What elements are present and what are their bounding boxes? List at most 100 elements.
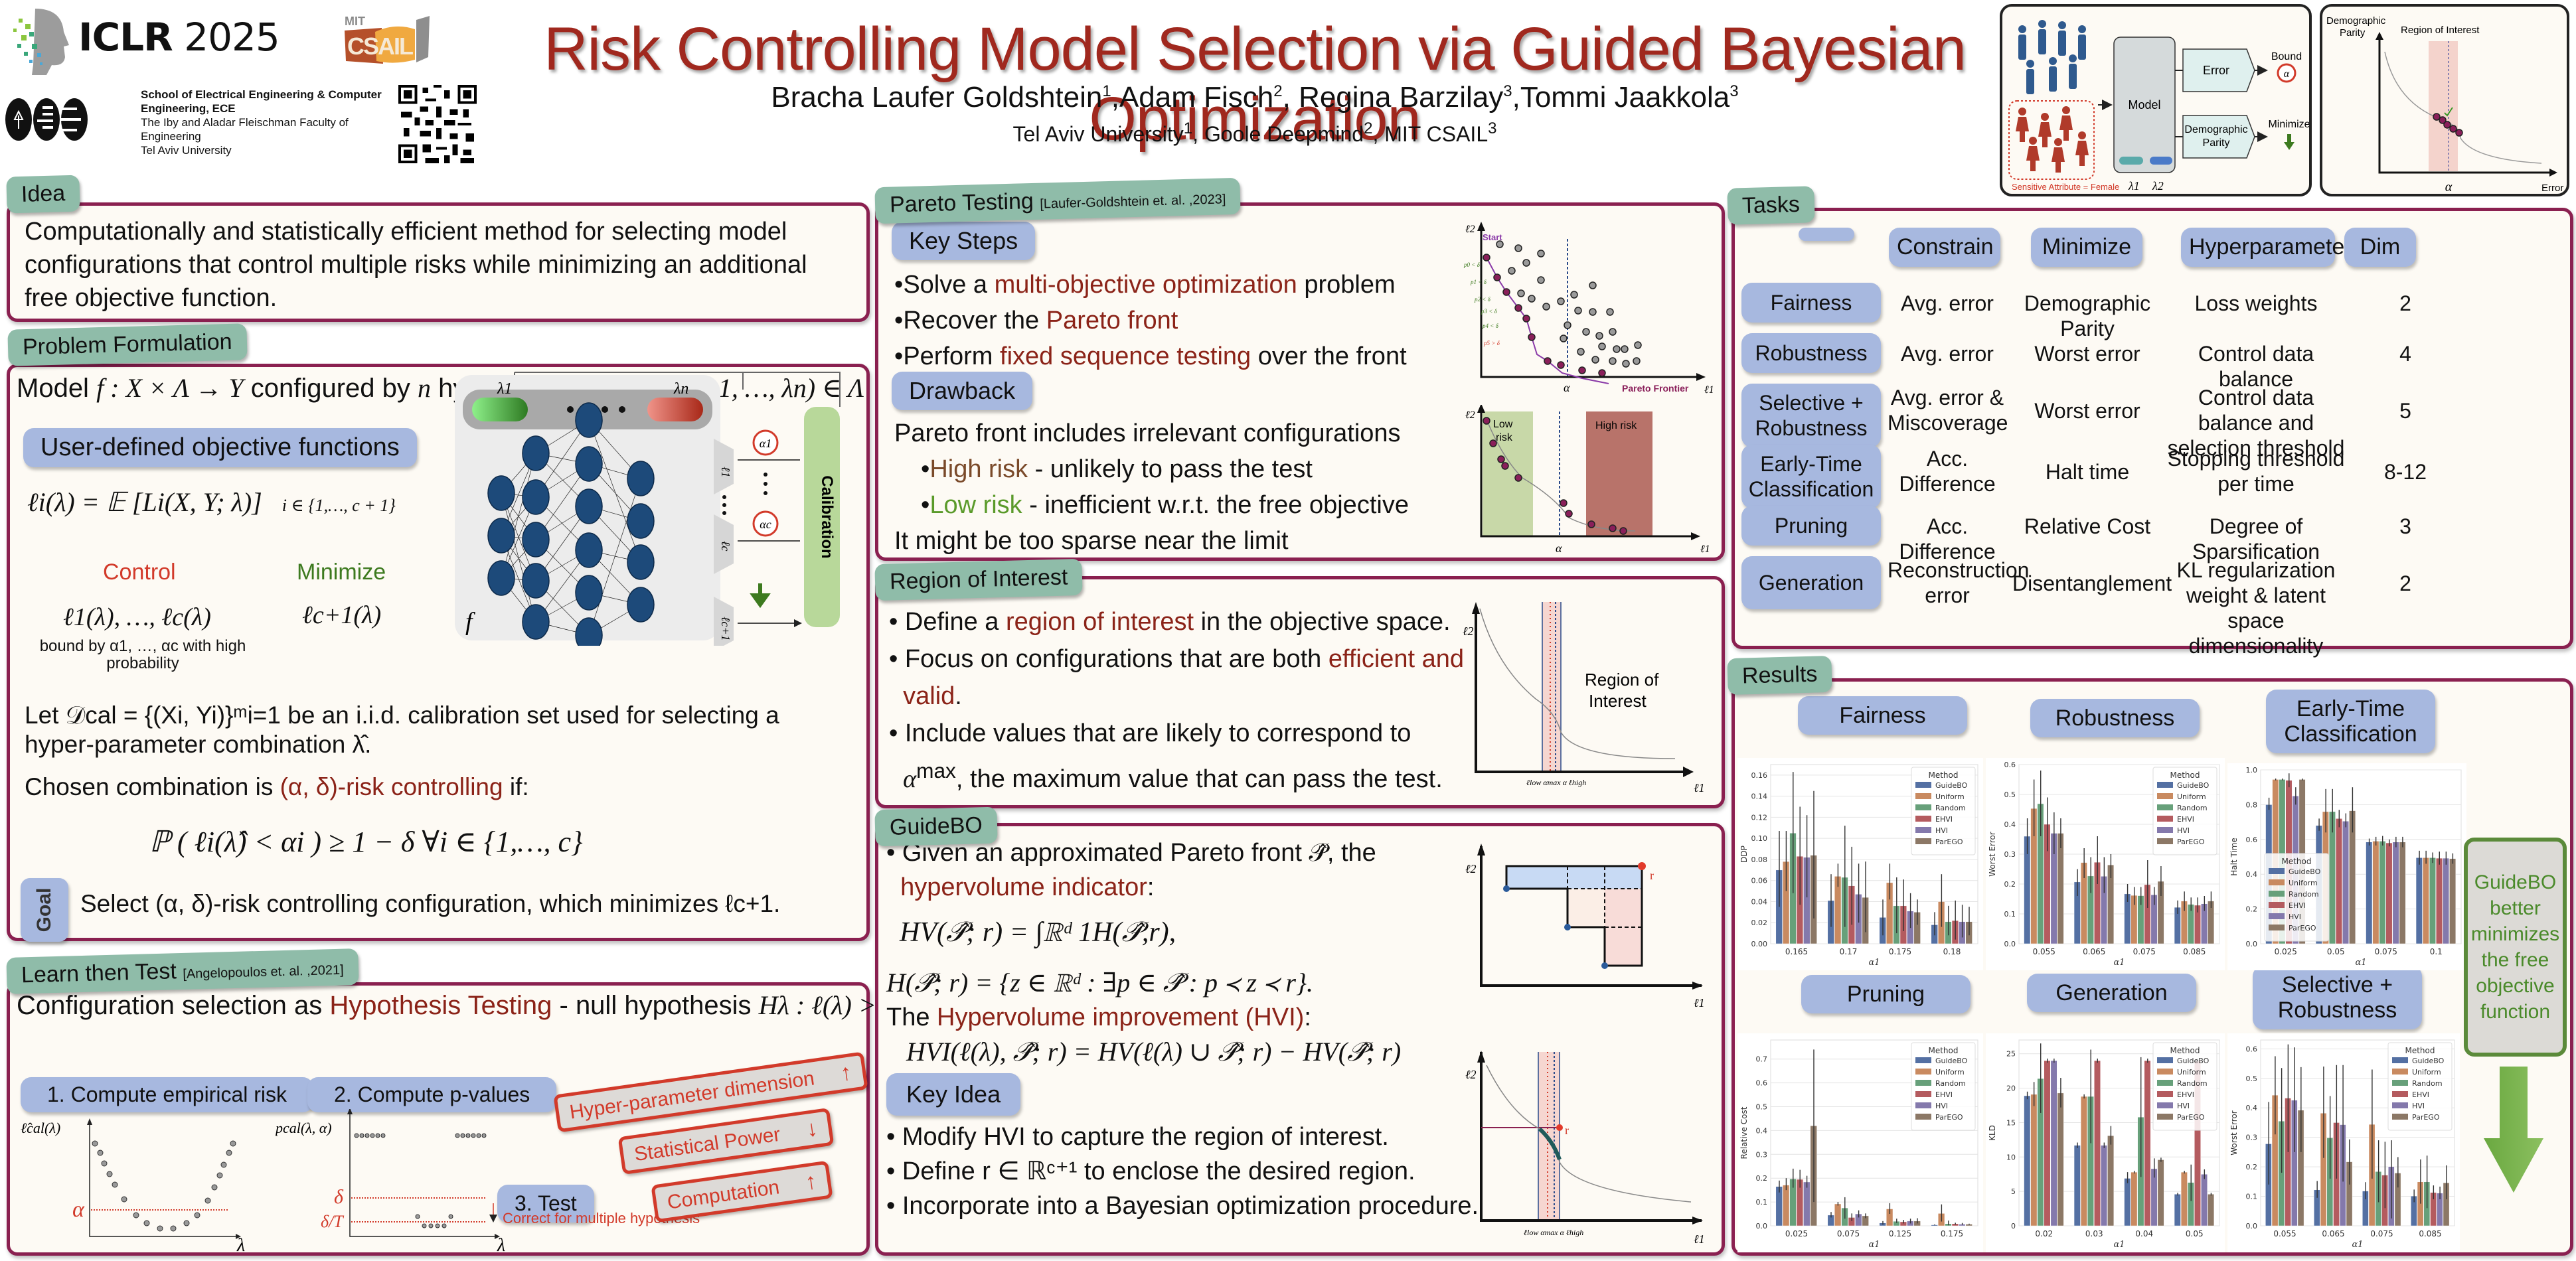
legend-entry: Random	[2289, 890, 2319, 899]
legend-swatch	[2392, 1057, 2408, 1063]
bar-ehvi	[2436, 857, 2443, 944]
guided-hvi-diagram: ℓ2 ℓ1 r ℓlow αmax α ℓhigh	[1465, 1051, 1705, 1246]
y-tick-label: 0.5	[1756, 1103, 1768, 1112]
y-axis-label: Worst Error	[1988, 832, 1997, 877]
svg-text:λ: λ	[236, 1235, 245, 1255]
teaser-region-plot: Demographic Parity Region of Interest α …	[2320, 4, 2569, 196]
x-tick-label: 0.04	[2135, 1229, 2153, 1238]
y-tick-label: 0.1	[2004, 910, 2016, 919]
list-item: •Low risk - inefficient w.r.t. the free …	[921, 491, 1409, 519]
legend: Method GuideBO Uniform Random EHVI HVI ParEGO	[2152, 1042, 2217, 1131]
legend: Method GuideBO Uniform Random EHVI HVI ParEGO	[1911, 1042, 1976, 1131]
y-tick-label: 0.6	[2246, 836, 2258, 844]
x-tick-label: 0.165	[1785, 947, 1808, 956]
legend-swatch	[1915, 782, 1931, 788]
bar-ehvi	[2144, 1060, 2151, 1226]
poster-title: Risk Controlling Model Selection via Gui…	[544, 15, 1967, 153]
y-tick-label: 0.4	[2246, 870, 2258, 879]
x-tick-label: 0.055	[2033, 947, 2055, 956]
goal-tag: Goal	[21, 878, 68, 942]
bar-guidebo	[2366, 842, 2373, 944]
pruning-svg: 0.0 0.1 0.2 0.3 0.4 0.5 0.6 0.7 Relative Cost 0.0…	[1739, 1039, 1978, 1250]
idea-text: Computationally and statistically effici…	[25, 218, 807, 312]
idea-tab: Idea	[6, 175, 80, 214]
bar-parego	[2449, 858, 2456, 944]
bar-ehvi	[2094, 1060, 2101, 1226]
svg-text:pcal(λ, α): pcal(λ, α)	[276, 1120, 332, 1136]
robustness-chart: 0.0 0.1 0.2 0.3 0.4 0.5 0.6 Worst Error 0.055 0.0…	[1986, 758, 2225, 970]
svg-text:p4 < δ: p4 < δ	[1482, 323, 1499, 329]
x-tick-label: 0.175	[1889, 947, 1911, 956]
svg-text:p3 < δ: p3 < δ	[1481, 308, 1498, 315]
down-arrow-icon	[2484, 1067, 2543, 1193]
y-tick-label: 0.1	[2246, 1193, 2258, 1201]
iclr-logo-icon	[13, 9, 69, 75]
region-of-interest-plot: ℓ2 ℓ1 Region of Interest ℓlow αmax α ℓhi…	[1463, 602, 1705, 794]
legend-swatch	[2157, 1114, 2173, 1120]
task-minimize-cell: Worst error	[2034, 342, 2140, 366]
legend-swatch	[2157, 804, 2173, 810]
svg-text:ℓ1: ℓ1	[1700, 544, 1710, 555]
y-tick-label: 0.4	[2004, 820, 2016, 829]
legend-title: Method	[2281, 857, 2311, 866]
legend-swatch	[2269, 879, 2285, 885]
goal-text: Select (α, δ)-risk controlling configura…	[80, 890, 781, 917]
legend-swatch	[2269, 902, 2285, 908]
bar-parego	[2208, 1194, 2215, 1226]
qr-code-icon[interactable]	[398, 85, 477, 163]
legend-swatch	[2157, 816, 2173, 822]
svg-text:Region of: Region of	[1585, 670, 1659, 690]
mit-csail-logo-icon: MIT CSAIL	[345, 15, 430, 64]
x-tick-label: 0.065	[2083, 947, 2105, 956]
arrow-down-icon: ↓	[804, 1115, 819, 1142]
x-tick-label: 0.18	[1943, 947, 1961, 956]
list-item: •Perform fixed sequence testing over the…	[894, 342, 1407, 370]
poster-header: ICLR 2025 MIT CSAIL School of Electrical…	[0, 0, 2576, 196]
pruning-chart: 0.0 0.1 0.2 0.3 0.4 0.5 0.6 0.7 Relative Cost 0.0…	[1737, 1033, 1983, 1252]
legend-swatch	[2157, 1057, 2173, 1063]
task-constrain-cell: Avg. error & Miscoverage	[1888, 386, 2008, 435]
legend-entry: GuideBO	[1935, 781, 1968, 790]
bar-hvi	[2392, 842, 2399, 944]
x-tick-label: 0.055	[2273, 1229, 2296, 1238]
fairness-model-diagram: Sensitive Attribute = Female Model λ1 λ2…	[2008, 20, 2310, 192]
svg-text:r: r	[1565, 1124, 1569, 1137]
y-tick-label: 0.8	[2246, 800, 2258, 809]
svg-text:p1 < δ: p1 < δ	[1470, 279, 1487, 285]
bar-guidebo	[2415, 857, 2423, 944]
y-tick-label: 0.3	[1756, 1150, 1768, 1159]
legend-entry: HVI	[2177, 1102, 2190, 1110]
list-item: valid.	[903, 682, 962, 710]
problem-formulation-panel: Model f : X × Λ → Y configured by n hype…	[7, 364, 870, 942]
probability-constraint: ℙ ( ℓi(λ̂) < αi ) ≥ 1 − δ ∀i ∈ {1,…, c}	[149, 826, 583, 858]
legend-entry: HVI	[2177, 826, 2190, 835]
y-tick-label: 0.2	[1756, 1174, 1768, 1183]
y-axis-label: Worst Error	[2229, 1110, 2239, 1155]
task-name: Robustness	[1741, 333, 1881, 373]
affiliation-list: Tel Aviv University1, Goole Deepmind2, M…	[1012, 119, 1497, 146]
legend-entry: Uniform	[1935, 792, 1965, 801]
column-header: Dim	[2344, 228, 2416, 267]
x-tick-label: 0.065	[2322, 1229, 2344, 1238]
y-tick-label: 0.10	[1751, 834, 1768, 843]
list-item: Pareto front includes irrelevant configu…	[894, 419, 1401, 447]
x-axis-label: α1	[2355, 958, 2366, 968]
female-group-icon	[2016, 106, 2089, 173]
y-tick-label: 0.0	[1756, 1222, 1768, 1230]
bar-hvi	[2101, 1145, 2108, 1226]
chart-title-early-time: Early-Time Classification	[2266, 690, 2435, 753]
list-item: • Modify HVI to capture the region of in…	[886, 1123, 1389, 1151]
svg-text:ℓ1: ℓ1	[1694, 781, 1705, 794]
column-header: Constrain	[1889, 228, 2000, 267]
list-item: • Define r ∈ ℝᶜ⁺¹ to enclose the desired…	[886, 1157, 1415, 1185]
chart-title-selective-robustness: Selective + Robustness	[2253, 966, 2422, 1029]
list-item: • Focus on configurations that are both …	[889, 645, 1465, 673]
svg-text:Low: Low	[1493, 419, 1513, 430]
minimize-arrow-icon	[750, 583, 771, 609]
tasks-table: Constrain Minimize Hyperparameters Dim F…	[1731, 208, 2573, 658]
bar-hvi	[2443, 857, 2450, 944]
legend-swatch	[2157, 838, 2173, 844]
legend-entry: EHVI	[2177, 815, 2194, 824]
y-tick-label: 0.5	[2246, 1075, 2258, 1083]
x-tick-label: 0.175	[1941, 1229, 1963, 1238]
